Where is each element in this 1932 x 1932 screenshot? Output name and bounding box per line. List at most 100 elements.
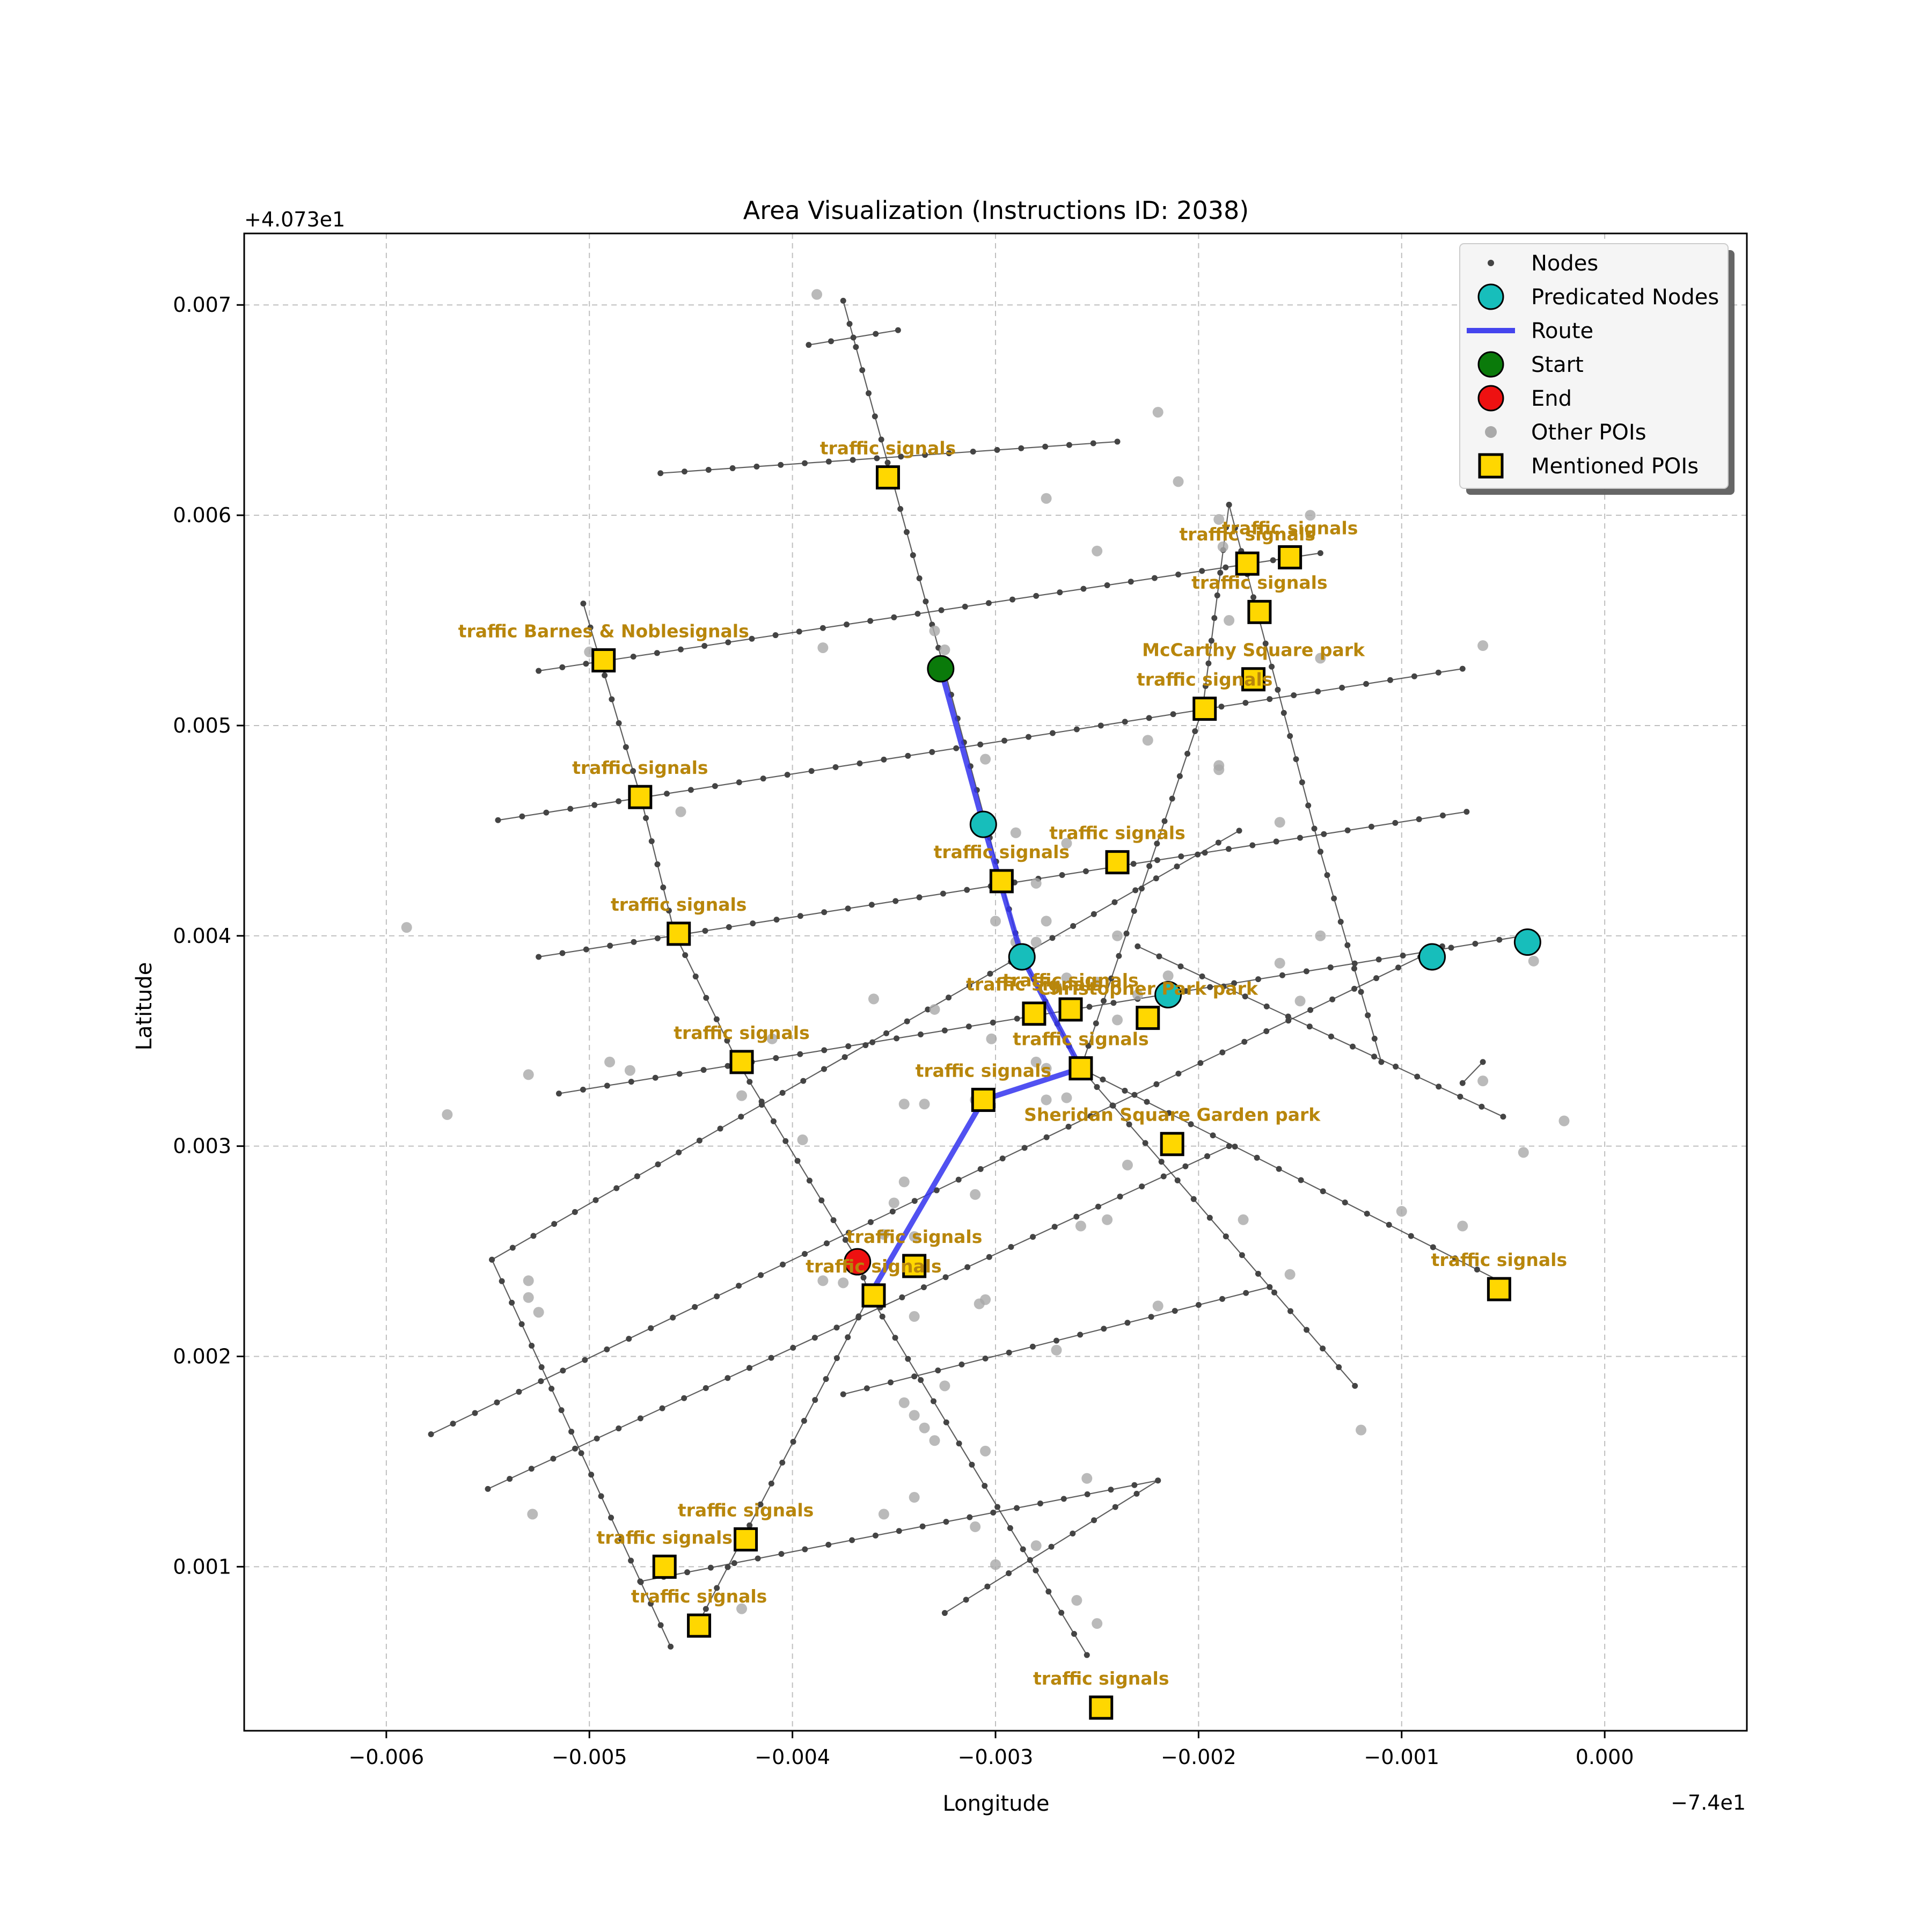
street-node: [823, 1240, 830, 1247]
mentioned-poi-marker: [591, 648, 616, 672]
street-node: [897, 506, 904, 512]
street-node: [1232, 1143, 1238, 1150]
street-node: [1104, 582, 1110, 588]
street-node: [580, 601, 587, 607]
street-node: [1082, 868, 1089, 875]
street-node: [911, 1198, 918, 1204]
other-poi: [986, 1033, 997, 1044]
street-edge: [1202, 504, 1230, 709]
street-node: [1351, 965, 1357, 972]
street-node: [428, 1431, 434, 1437]
x-tick-label: −0.001: [1364, 1745, 1439, 1769]
street-node: [768, 1355, 774, 1361]
street-node: [657, 1622, 664, 1628]
street-node: [1215, 839, 1221, 846]
street-node: [758, 1099, 765, 1105]
street-node: [1206, 1214, 1213, 1221]
street-edge: [869, 1295, 1088, 1656]
mentioned-poi-marker: [1278, 545, 1302, 569]
legend-label-mentioned: Mentioned POIs: [1531, 454, 1699, 479]
street-node: [623, 744, 629, 750]
street-node: [634, 1173, 640, 1180]
other-poi: [1030, 877, 1042, 889]
other-poi: [1071, 1595, 1082, 1606]
street-node: [1339, 684, 1345, 691]
other-poi: [1213, 764, 1225, 775]
other-poi: [1356, 1424, 1367, 1436]
other-poi: [909, 1311, 920, 1322]
mentioned-poi-marker: [1069, 1056, 1093, 1081]
street-edge: [660, 441, 1118, 474]
street-node: [681, 1395, 687, 1401]
street-node: [1219, 1049, 1226, 1056]
y-offset-label: +4.073e1: [244, 208, 345, 231]
street-edge: [1080, 1067, 1499, 1282]
other-poi: [1061, 972, 1072, 984]
street-node: [717, 1125, 723, 1132]
street-edge: [1320, 851, 1382, 1063]
other-poi: [1217, 541, 1228, 552]
street-node: [903, 529, 910, 535]
street-node: [879, 1313, 885, 1320]
mentioned-poi-marker: [1241, 667, 1266, 692]
street-node: [969, 1461, 975, 1468]
street-node: [958, 1362, 965, 1368]
street-node: [1371, 1035, 1378, 1042]
mentioned-poi-label: traffic signals: [846, 1226, 982, 1247]
street-edge: [1462, 1062, 1483, 1084]
other-poi: [1294, 996, 1306, 1007]
street-node: [894, 1035, 900, 1042]
mentioned-poi-label: McCarthy Square park: [1142, 640, 1365, 661]
street-node: [1287, 1308, 1294, 1314]
mentioned-poi-label: traffic signals: [934, 841, 1070, 862]
other-poi: [1122, 1159, 1133, 1170]
other-poi: [1051, 1344, 1062, 1356]
street-node: [1049, 730, 1056, 736]
mentioned-poi-label: traffic signals: [1002, 970, 1138, 991]
street-node: [1087, 1113, 1094, 1119]
other-poi: [909, 1410, 920, 1421]
street-node: [1204, 1153, 1211, 1159]
street-node: [808, 768, 815, 774]
street-node: [1100, 1076, 1106, 1082]
x-tick-label: −0.005: [552, 1745, 627, 1769]
street-node: [1097, 722, 1104, 729]
other-poi: [929, 1004, 940, 1015]
street-node: [1175, 1071, 1182, 1077]
street-node: [833, 1355, 840, 1362]
street-edge: [1137, 946, 1504, 1117]
street-node: [892, 1335, 898, 1341]
street-node: [1071, 1631, 1077, 1637]
street-node: [896, 1528, 902, 1534]
other-poi: [1051, 980, 1062, 992]
street-node: [1146, 715, 1152, 721]
street-node: [794, 1158, 801, 1164]
street-node: [956, 1440, 962, 1447]
street-node: [1395, 964, 1402, 971]
y-axis-label: Latitude: [132, 962, 157, 1051]
other-poi: [970, 1189, 981, 1200]
street-node: [1408, 1233, 1414, 1239]
street-node: [1416, 816, 1422, 822]
legend-nodes-marker: [1488, 260, 1494, 266]
street-node: [616, 798, 622, 804]
other-poi: [909, 1231, 920, 1242]
other-poi: [1558, 1115, 1570, 1126]
street-node: [1243, 1290, 1249, 1296]
street-node: [1195, 1301, 1202, 1308]
street-node: [797, 913, 803, 919]
street-node: [990, 1019, 996, 1026]
street-node: [946, 994, 952, 1001]
street-node: [1298, 1177, 1304, 1183]
street-node: [1307, 1007, 1314, 1013]
other-poi: [1061, 1092, 1072, 1103]
street-node: [911, 1373, 918, 1380]
street-node: [1223, 1233, 1229, 1240]
street-node: [1358, 989, 1364, 995]
street-node: [558, 1407, 565, 1414]
street-node: [1124, 1320, 1131, 1326]
street-node: [966, 983, 972, 989]
other-poi: [980, 753, 991, 765]
street-node: [749, 635, 755, 642]
street-node: [1070, 1530, 1076, 1536]
